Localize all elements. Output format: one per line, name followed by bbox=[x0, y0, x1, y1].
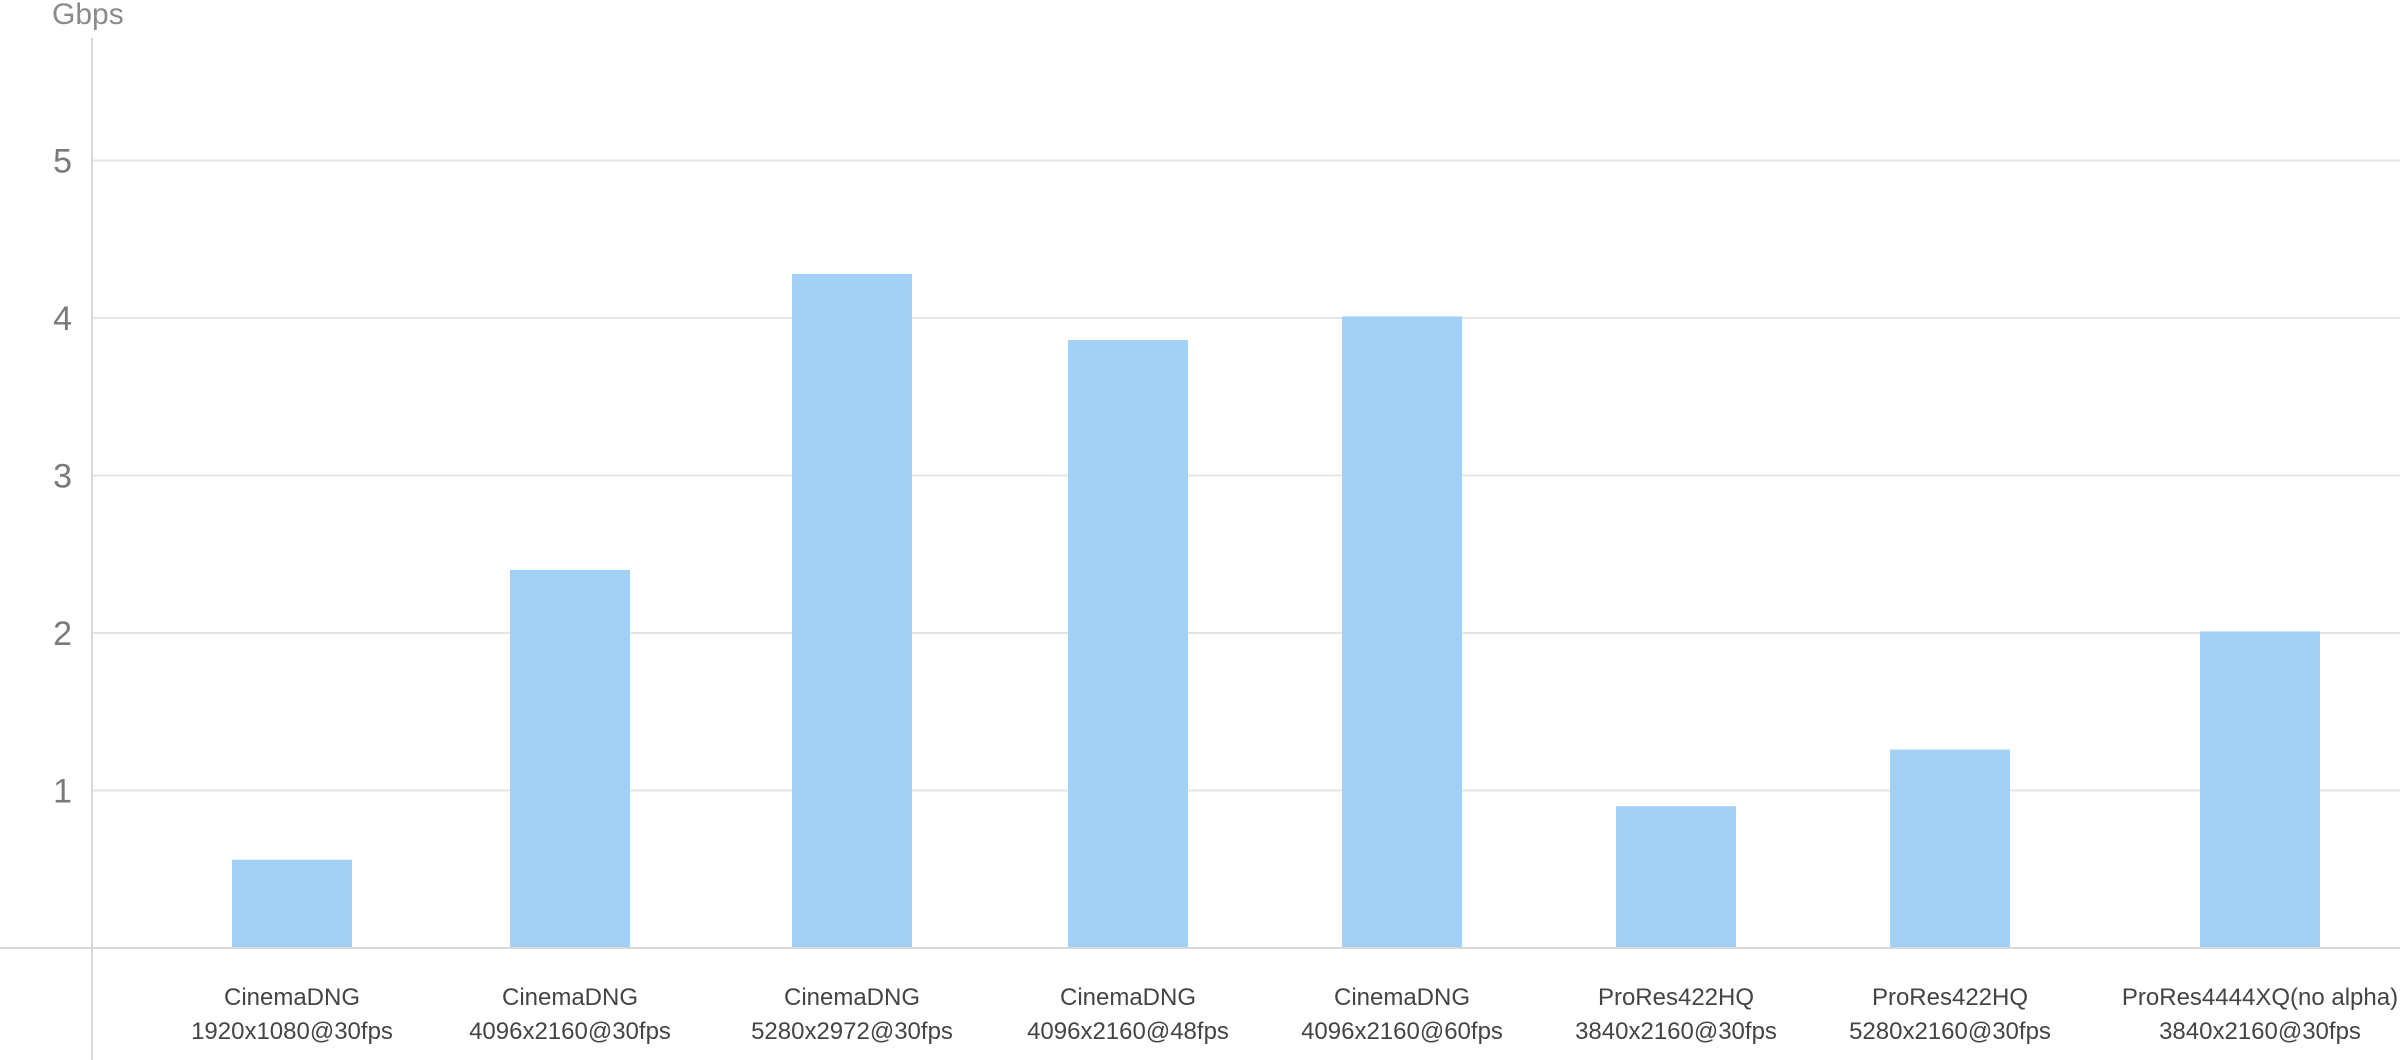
x-tick-label-format: ProRes422HQ bbox=[1598, 984, 1754, 1011]
label-layer: Gbps 1 2 3 4 5 CinemaDNG 1920x1080@30fps Cinema… bbox=[52, 0, 2398, 1045]
x-tick-label-format: CinemaDNG bbox=[224, 984, 360, 1011]
bar bbox=[510, 570, 630, 948]
bar bbox=[1342, 316, 1462, 948]
y-tick-label: 5 bbox=[53, 143, 72, 181]
bar bbox=[232, 859, 352, 948]
bar-layer bbox=[232, 273, 2320, 948]
bar bbox=[792, 273, 912, 948]
x-tick-label-format: ProRes4444XQ(no alpha) bbox=[2122, 984, 2398, 1011]
y-tick-label: 2 bbox=[53, 615, 72, 653]
x-tick-label-format: CinemaDNG bbox=[502, 984, 638, 1011]
x-tick-label-resolution: 3840x2160@30fps bbox=[1575, 1018, 1777, 1045]
x-tick-label-resolution: 1920x1080@30fps bbox=[191, 1018, 393, 1045]
y-tick-label: 4 bbox=[53, 300, 72, 338]
bar bbox=[2200, 631, 2320, 948]
x-tick-label-resolution: 5280x2972@30fps bbox=[751, 1018, 953, 1045]
bar bbox=[1616, 806, 1736, 948]
axis-layer bbox=[0, 38, 2400, 1060]
x-tick-label-resolution: 5280x2160@30fps bbox=[1849, 1018, 2051, 1045]
x-tick-label-resolution: 4096x2160@30fps bbox=[469, 1018, 671, 1045]
x-tick-label-format: CinemaDNG bbox=[784, 984, 920, 1011]
y-tick-label: 3 bbox=[53, 458, 72, 496]
bar bbox=[1068, 340, 1188, 948]
y-axis-unit-label: Gbps bbox=[52, 0, 124, 31]
y-tick-label: 1 bbox=[53, 773, 72, 811]
bar bbox=[1890, 749, 2010, 948]
grid-layer bbox=[92, 159, 2400, 792]
x-tick-label-format: ProRes422HQ bbox=[1872, 984, 2028, 1011]
x-tick-label-resolution: 3840x2160@30fps bbox=[2159, 1018, 2361, 1045]
x-tick-label-format: CinemaDNG bbox=[1060, 984, 1196, 1011]
x-tick-label-resolution: 4096x2160@60fps bbox=[1301, 1018, 1503, 1045]
x-tick-label-resolution: 4096x2160@48fps bbox=[1027, 1018, 1229, 1045]
x-tick-label-format: CinemaDNG bbox=[1334, 984, 1470, 1011]
